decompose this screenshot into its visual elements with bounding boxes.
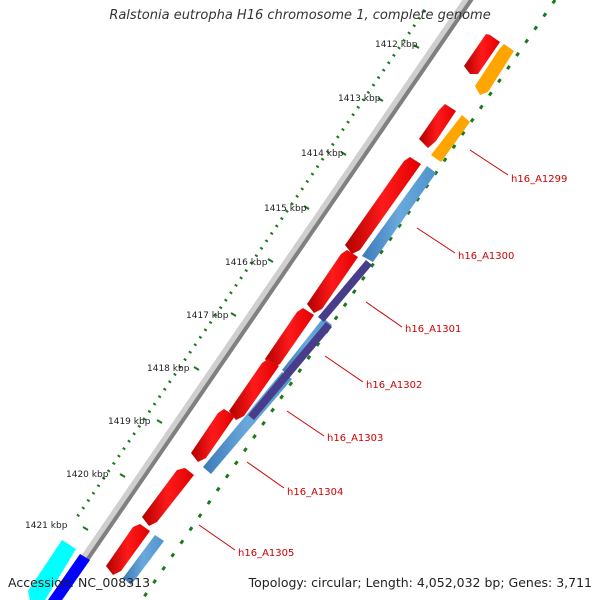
tick-marks <box>82 44 420 531</box>
cds-arrow-orange[interactable] <box>475 44 514 95</box>
tick-label-1420: 1420 kbp <box>66 470 109 480</box>
leader-h16-a1305 <box>198 524 236 551</box>
gene-label-h16-a1303[interactable]: h16_A1303 <box>327 433 383 444</box>
tick-label-1415: 1415 kbp <box>264 204 307 214</box>
tick-1420 <box>119 473 126 478</box>
feature-track-blue <box>123 166 436 585</box>
cds-arrow[interactable] <box>191 409 235 462</box>
chromosome-backbone <box>57 0 474 600</box>
map-title: Ralstonia eutropha H16 chromosome 1, com… <box>109 8 491 23</box>
cds-track-red <box>106 34 500 575</box>
tick-labels: 1412 kbp 1413 kbp 1414 kbp 1415 kbp 1416… <box>25 40 418 531</box>
cyan-feature[interactable] <box>28 540 76 600</box>
tick-label-1418: 1418 kbp <box>147 364 190 374</box>
blue-feature[interactable] <box>362 166 436 262</box>
tick-label-1412: 1412 kbp <box>375 40 418 50</box>
leader-h16-a1302 <box>324 355 364 383</box>
cds-arrow[interactable] <box>307 250 358 313</box>
accession-info: Accession: NC_008313 <box>8 575 150 590</box>
tick-1413 <box>377 97 384 102</box>
tick-1414 <box>340 151 347 156</box>
gene-label-h16-a1300[interactable]: h16_A1300 <box>458 251 514 262</box>
backbone-shadow <box>50 0 472 600</box>
tick-1418 <box>193 366 200 371</box>
tick-label-1416: 1416 kbp <box>225 258 268 268</box>
tick-1415 <box>303 205 310 210</box>
tick-1417 <box>230 312 237 317</box>
leader-h16-a1299 <box>469 149 509 176</box>
purple-feature[interactable] <box>248 322 332 420</box>
tick-label-1421: 1421 kbp <box>25 521 68 531</box>
accession-label: Accession: <box>8 575 75 590</box>
leader-h16-a1303 <box>286 410 325 437</box>
tick-label-1413: 1413 kbp <box>338 94 381 104</box>
dark-blue-feature[interactable] <box>48 554 90 600</box>
gene-label-h16-a1305[interactable]: h16_A1305 <box>238 548 294 559</box>
label-leaders <box>198 149 509 551</box>
accession-value: NC_008313 <box>78 575 151 590</box>
purple-feature[interactable] <box>318 260 372 322</box>
leader-h16-a1300 <box>416 227 456 254</box>
cds-arrow[interactable] <box>265 308 314 368</box>
gene-label-h16-a1301[interactable]: h16_A1301 <box>405 324 461 335</box>
gene-labels: h16_A1299 h16_A1300 h16_A1301 h16_A1302 … <box>238 174 567 559</box>
topology-info: Topology: circular; Length: 4,052,032 bp… <box>248 575 592 590</box>
tick-1416 <box>267 258 274 263</box>
gc-track-inner <box>140 0 557 600</box>
cds-arrow[interactable] <box>229 359 279 420</box>
tick-1419 <box>156 419 163 424</box>
blue-feature[interactable] <box>123 535 164 585</box>
tick-label-1419: 1419 kbp <box>108 417 151 427</box>
cds-arrow[interactable] <box>419 104 456 148</box>
gene-label-h16-a1299[interactable]: h16_A1299 <box>511 174 567 185</box>
tick-1421 <box>82 526 89 531</box>
feature-track-left <box>28 540 90 600</box>
cds-arrow[interactable] <box>106 524 150 575</box>
gene-label-h16-a1302[interactable]: h16_A1302 <box>366 380 422 391</box>
feature-track-purple <box>248 260 372 420</box>
cds-arrow[interactable] <box>464 34 500 74</box>
cds-arrow[interactable] <box>345 157 421 254</box>
cds-track-orange <box>431 44 514 162</box>
leader-h16-a1301 <box>365 301 403 328</box>
cds-arrow[interactable] <box>142 468 194 526</box>
tick-label-1417: 1417 kbp <box>186 311 229 321</box>
tick-1412 <box>413 44 420 49</box>
leader-h16-a1304 <box>246 461 285 489</box>
cds-arrow-orange[interactable] <box>431 115 470 162</box>
gene-label-h16-a1304[interactable]: h16_A1304 <box>287 487 343 498</box>
tick-label-1414: 1414 kbp <box>301 149 344 159</box>
